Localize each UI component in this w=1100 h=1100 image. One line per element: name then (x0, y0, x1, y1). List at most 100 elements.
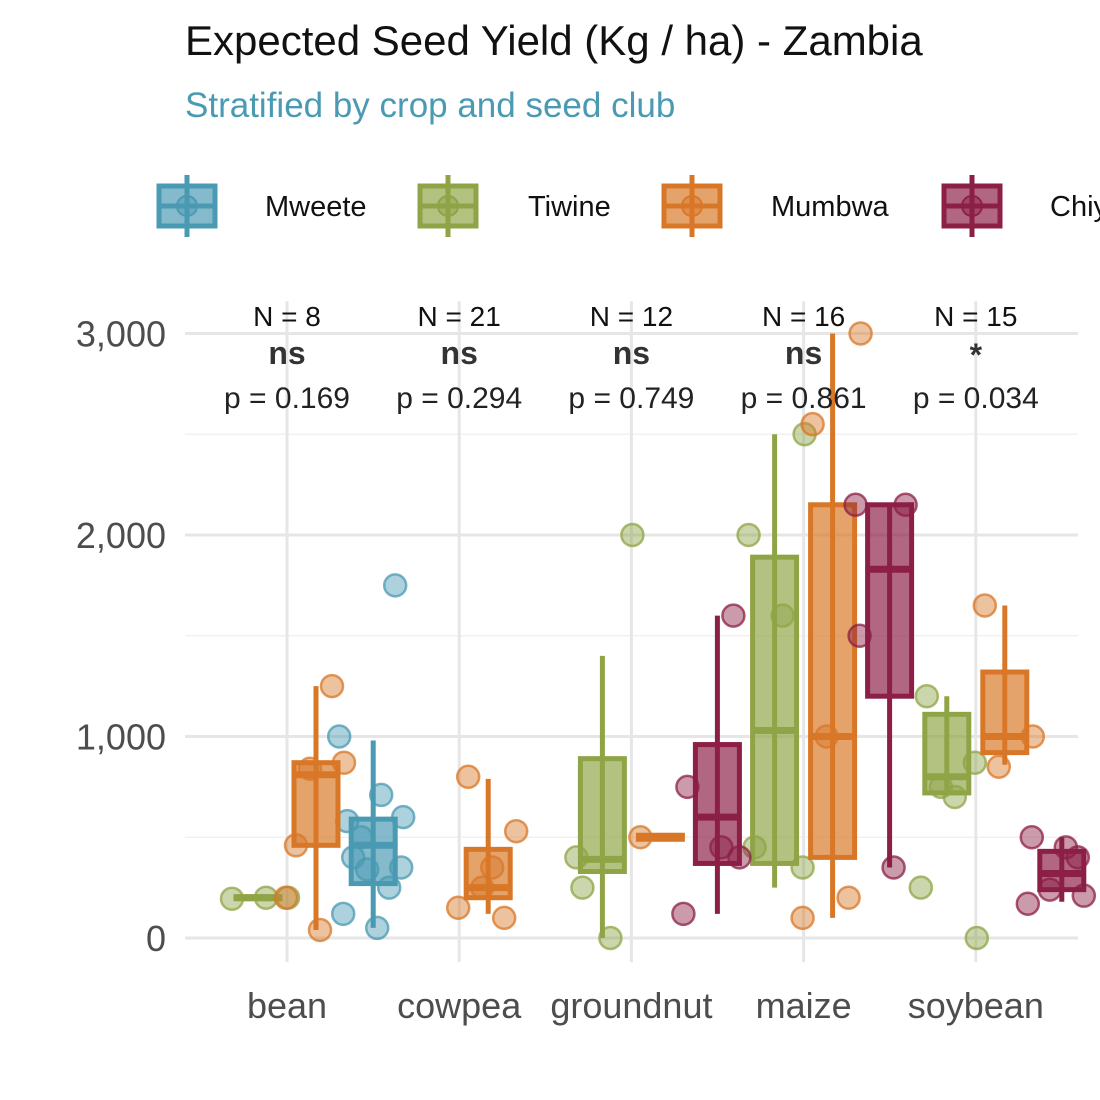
box (980, 669, 1030, 756)
legend: Mweete Tiwine Mumbwa Chiy (156, 175, 1100, 237)
data-point (721, 603, 746, 628)
data-point (628, 825, 653, 850)
data-point (382, 573, 408, 598)
data-point (570, 875, 595, 900)
data-point (800, 411, 825, 437)
data-point (390, 804, 416, 830)
p-value-label: p = 0.861 (741, 382, 867, 415)
data-point (709, 835, 734, 860)
data-point (790, 905, 815, 931)
data-point (986, 754, 1012, 779)
y-tick-label: 1,000 (76, 717, 166, 758)
data-point (469, 875, 495, 900)
legend-key (941, 175, 1003, 237)
data-point (962, 750, 988, 775)
data-point (455, 764, 481, 790)
chart-title: Expected Seed Yield (Kg / ha) - Zambia (185, 17, 923, 64)
plot-area (219, 321, 1097, 951)
x-tick-label: cowpea (397, 985, 522, 1026)
p-value-label: p = 0.294 (396, 382, 522, 415)
data-point (908, 875, 934, 900)
sample-size-label: N = 16 (762, 301, 845, 332)
legend-key (417, 175, 479, 237)
p-value-label: p = 0.034 (913, 382, 1039, 415)
box (865, 502, 915, 699)
data-point (364, 915, 390, 941)
data-point (881, 855, 906, 880)
data-point (319, 673, 345, 699)
box (750, 554, 800, 866)
data-point (1071, 883, 1097, 908)
data-point (253, 885, 279, 910)
data-point (1020, 724, 1046, 749)
legend-label: Mumbwa (771, 191, 890, 223)
data-point (914, 683, 940, 709)
x-tick-label: soybean (908, 985, 1044, 1026)
sample-size-label: N = 12 (590, 301, 673, 332)
y-tick-label: 3,000 (76, 314, 166, 355)
legend-key (156, 175, 218, 237)
sample-size-label: N = 21 (418, 301, 501, 332)
data-point (273, 885, 299, 910)
box (577, 756, 627, 875)
p-value-label: p = 0.169 (224, 382, 350, 415)
data-point (1037, 877, 1063, 902)
legend-key-point (961, 195, 983, 217)
series-group (671, 492, 1097, 927)
data-point (330, 901, 356, 927)
data-point (297, 756, 323, 781)
data-point (770, 603, 795, 628)
legend-key-point (681, 195, 703, 217)
series-group (326, 573, 416, 941)
data-point (368, 782, 394, 808)
legend-label: Chiy (1050, 191, 1100, 223)
data-point (836, 885, 861, 910)
data-point (1053, 835, 1079, 860)
data-point (736, 522, 761, 548)
significance-label: ns (268, 335, 305, 371)
data-point (598, 925, 623, 951)
series-group (273, 321, 1046, 943)
data-point (964, 925, 990, 951)
data-point (564, 845, 589, 870)
data-point (790, 855, 815, 880)
data-point (847, 623, 872, 648)
significance-label: ns (613, 335, 650, 371)
data-point (928, 774, 954, 800)
data-point (675, 774, 700, 800)
significance-label: ns (441, 335, 478, 371)
sample-size-label: N = 8 (253, 301, 321, 332)
data-point (388, 855, 414, 880)
data-point (445, 895, 471, 921)
chart-subtitle: Stratified by crop and seed club (185, 86, 675, 125)
data-point (727, 845, 752, 870)
significance-label: ns (785, 335, 822, 371)
data-point (307, 917, 333, 943)
legend-label: Tiwine (528, 191, 611, 223)
data-point (1019, 825, 1045, 850)
box (348, 816, 398, 887)
legend-key-point (176, 195, 198, 217)
data-point (326, 724, 352, 749)
data-point (503, 818, 529, 844)
data-point (671, 901, 696, 927)
significance-label: * (970, 337, 983, 373)
sample-size-label: N = 15 (934, 301, 1017, 332)
data-point (893, 492, 918, 518)
data-point (219, 886, 245, 911)
data-point (283, 833, 309, 858)
x-tick-label: maize (756, 985, 852, 1026)
data-point (354, 857, 380, 882)
x-axis: bean cowpea groundnut maize soybean (247, 985, 1044, 1026)
legend-key (661, 175, 723, 237)
data-point (491, 905, 517, 931)
data-point (848, 321, 873, 346)
x-tick-label: bean (247, 985, 327, 1026)
data-point (843, 492, 868, 518)
p-value-label: p = 0.749 (568, 382, 694, 415)
x-tick-label: groundnut (550, 985, 712, 1026)
y-tick-label: 2,000 (76, 515, 166, 556)
legend-key-point (437, 195, 459, 217)
